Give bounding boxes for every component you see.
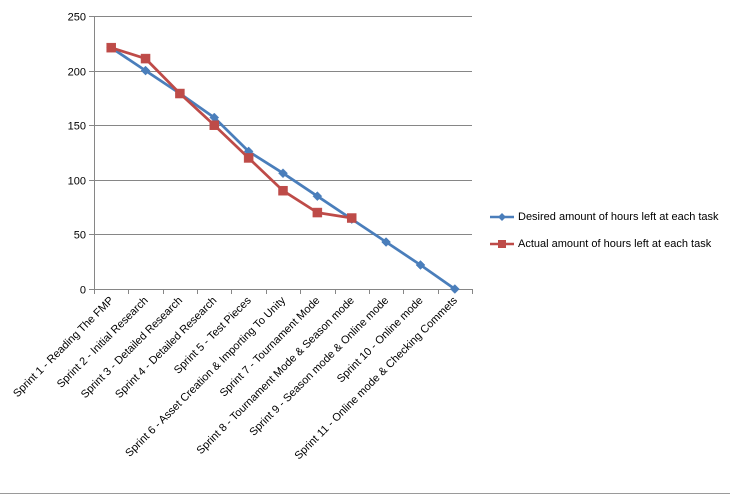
series-line <box>110 46 352 220</box>
data-point-diamond <box>140 65 151 76</box>
x-tick-label: Sprint 6 - Asset Creation & Importing To… <box>123 294 288 459</box>
series-desired <box>106 42 460 294</box>
legend-item-desired: Desired amount of hours left at each tas… <box>490 210 726 225</box>
data-point-square <box>278 185 288 196</box>
data-point-square <box>312 207 323 218</box>
gridlines <box>94 16 472 235</box>
data-point-square <box>209 120 220 130</box>
y-tick-label: 100 <box>68 176 86 188</box>
y-tick-label: 50 <box>74 230 86 242</box>
legend-swatch-actual <box>490 240 514 248</box>
data-point-square <box>175 88 185 99</box>
y-tick-label: 0 <box>80 285 86 297</box>
bottom-divider <box>0 493 730 494</box>
data-point-square <box>346 213 357 223</box>
legend-item-actual: Actual amount of hours left at each task <box>490 237 726 252</box>
series-layer <box>106 42 460 294</box>
data-point-diamond <box>381 237 391 247</box>
legend-swatch-desired <box>490 213 514 221</box>
legend: Desired amount of hours left at each tas… <box>490 210 726 264</box>
axes <box>89 16 473 294</box>
series-actual <box>106 42 357 223</box>
y-tick-label: 250 <box>68 12 86 24</box>
y-tick-label: 150 <box>68 121 86 133</box>
data-point-square <box>243 153 254 163</box>
data-point-diamond <box>449 284 460 294</box>
data-point-square <box>106 42 116 53</box>
data-point-square <box>140 53 151 64</box>
x-tick-label: Sprint 11 - Online mode & Checking Comme… <box>293 294 461 462</box>
legend-label-actual: Actual amount of hours left at each task <box>518 238 712 250</box>
x-tick-label: Sprint 8 - Tournament Mode & Season mode <box>195 295 357 457</box>
data-point-diamond <box>415 260 426 270</box>
series-line <box>110 46 456 291</box>
data-point-diamond <box>278 168 288 179</box>
data-point-diamond <box>312 191 323 202</box>
y-tick-label: 200 <box>68 67 86 79</box>
legend-label-desired: Desired amount of hours left at each tas… <box>518 211 719 223</box>
